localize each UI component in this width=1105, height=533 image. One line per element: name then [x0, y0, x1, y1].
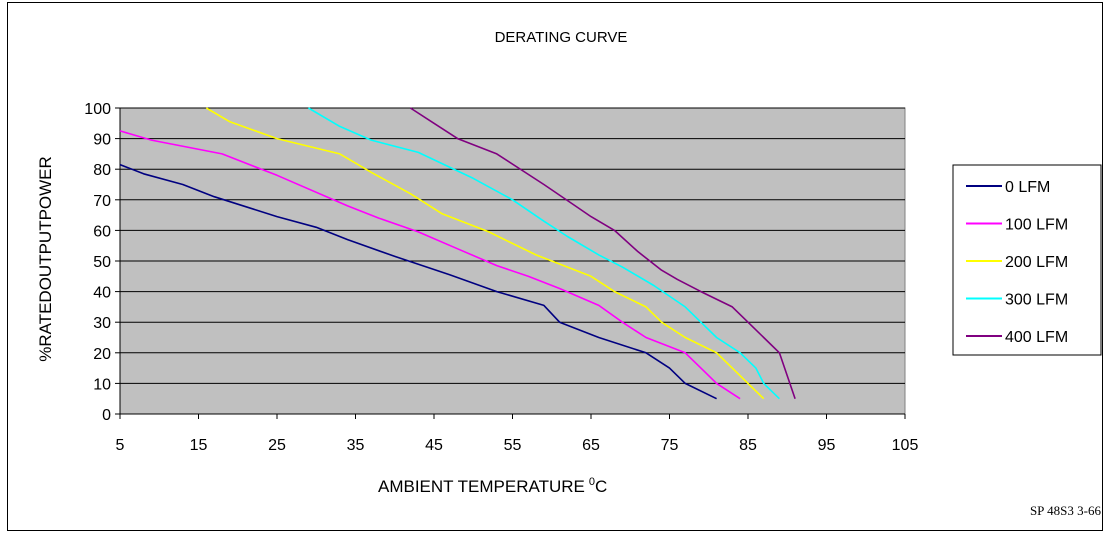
x-axis-label-degree: 0	[589, 476, 595, 488]
x-tick-label: 85	[739, 437, 757, 454]
series-line	[119, 130, 741, 400]
gridlines	[120, 107, 905, 384]
x-axis-label: AMBIENT TEMPERATURE 0C	[378, 476, 607, 496]
y-tick-label: 50	[93, 254, 111, 271]
legend: 0 LFM 100 LFM 200 LFM 300 LFM 400 LFM	[952, 164, 1102, 356]
series-line	[119, 163, 717, 400]
chart-frame: DERATING CURVE 0 10 20 30 40 50 60 70 80 90 100 5 1…	[7, 2, 1103, 531]
y-axis-label: %RATEDOUTPUTPOWER	[36, 156, 55, 362]
x-tick-label: 55	[504, 437, 522, 454]
legend-label: 400 LFM	[1005, 329, 1068, 346]
y-tick-label: 20	[93, 346, 111, 363]
series-line	[307, 107, 780, 400]
x-tick-label: 45	[425, 437, 443, 454]
y-tick-label: 40	[93, 285, 111, 302]
y-tick-label: 10	[93, 376, 111, 393]
legend-label: 100 LFM	[1005, 217, 1068, 234]
y-tick-label: 80	[93, 162, 111, 179]
x-tick-label: 35	[347, 437, 365, 454]
x-axis: 5 15 25 35 45 55 65 75 85 95 105	[116, 413, 919, 454]
y-tick-label: 30	[93, 315, 111, 332]
x-tick-label: 65	[582, 437, 600, 454]
series-line	[409, 107, 796, 399]
legend-label: 0 LFM	[1005, 179, 1050, 196]
x-tick-label: 75	[661, 437, 679, 454]
x-tick-label: 105	[892, 437, 919, 454]
y-tick-label: 70	[93, 193, 111, 210]
derating-chart: DERATING CURVE 0 10 20 30 40 50 60 70 80 90 100 5 1…	[36, 29, 1102, 518]
document-code: SP 48S3 3-66	[1030, 503, 1102, 518]
legend-label: 200 LFM	[1005, 254, 1068, 271]
x-tick-label: 25	[268, 437, 286, 454]
y-tick-label: 100	[84, 101, 111, 118]
x-tick-label: 95	[818, 437, 836, 454]
x-axis-label-text: AMBIENT TEMPERATURE	[378, 477, 585, 496]
series-line	[205, 107, 765, 400]
legend-box	[952, 164, 1102, 356]
y-axis: 0 10 20 30 40 50 60 70 80 90 100	[84, 101, 121, 424]
y-tick-label: 0	[102, 407, 111, 424]
x-axis-label-unit: C	[595, 477, 607, 496]
legend-label: 300 LFM	[1005, 292, 1068, 309]
series-layer	[119, 107, 796, 400]
y-tick-label: 60	[93, 223, 111, 240]
y-tick-label: 90	[93, 132, 111, 149]
x-tick-label: 5	[116, 437, 125, 454]
x-tick-label: 15	[190, 437, 208, 454]
chart-title: DERATING CURVE	[495, 29, 628, 46]
